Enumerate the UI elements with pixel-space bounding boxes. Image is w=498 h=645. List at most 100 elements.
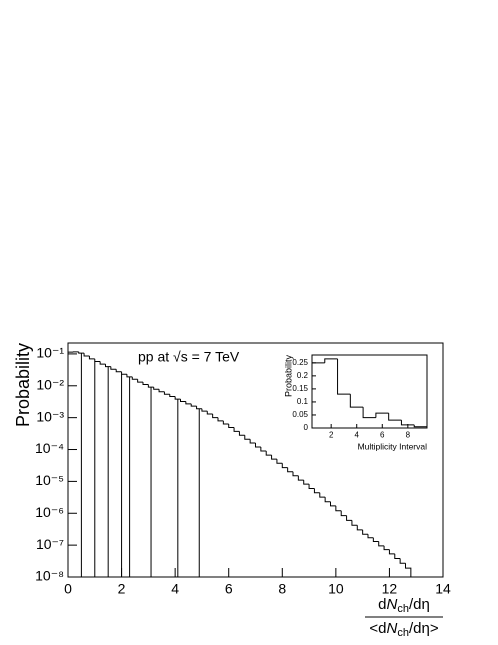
inset-frame [311,354,428,429]
histogram-bin [126,374,133,378]
y-tick-label: 0.1 [297,397,309,406]
histogram-bin [319,492,326,498]
x-tick-label: 8 [406,430,411,439]
histogram-bin [180,399,186,403]
histogram-bin [147,384,154,388]
histogram-bin [292,471,299,477]
y-tick-label: 10⁻⁶ [35,504,64,520]
histogram-bin [362,529,368,535]
histogram-bin [349,394,364,408]
histogram-bin [324,497,331,503]
y-tick-label: 0 [304,423,309,432]
histogram-bin [115,369,122,373]
y-tick-label: 0.2 [297,371,309,380]
x-axis-label: Multiplicity Interval [358,441,428,451]
histogram-bin [110,366,117,370]
y-tick-label: 0.25 [292,358,308,367]
histogram-bin [131,376,138,380]
y-tick-label: 10⁻² [36,376,64,392]
histogram-bin [383,545,390,551]
histogram-bin [206,411,213,415]
histogram-bin [356,525,363,531]
x-tick-label: 2 [118,580,126,596]
histogram-bin [121,371,127,375]
histogram-bin [340,510,347,517]
histogram-bin [238,431,245,436]
x-tick-label: 6 [380,430,385,439]
histogram-bin [311,362,325,428]
histogram-bin [255,443,261,448]
x-tick-label: 10 [328,580,344,596]
y-tick-label: 10⁻⁷ [36,536,64,552]
annotation: pp at √s = 7 TeV [138,349,240,365]
histogram-bin [169,394,176,398]
histogram-bin [394,553,401,560]
histogram-bin [153,387,160,390]
histogram-bin [228,424,235,429]
histogram-bin [137,379,143,383]
histogram-bin [233,427,240,432]
y-axis-label: Probability [13,343,33,427]
x-tick-label: 2 [329,430,334,439]
histogram-bin [201,408,208,412]
histogram-bin [142,382,149,385]
x-tick-label: 6 [225,580,233,596]
y-tick-label: 10⁻⁴ [35,440,64,456]
histogram-bin [362,407,376,419]
histogram-bin [222,420,229,425]
histogram-bin [174,396,181,400]
histogram-bin [88,356,95,360]
histogram-bin [287,467,293,473]
histogram-bin [276,459,283,464]
histogram-bin [372,537,379,542]
histogram-bin [249,439,256,444]
y-tick-label: 10⁻³ [36,408,64,424]
label-part: <d [369,620,386,637]
histogram-bin [388,549,395,555]
label-part: N [387,596,398,613]
y-tick-label: 10⁻⁵ [35,472,64,488]
histogram-bin [271,455,277,460]
histogram-bin [399,558,406,564]
histogram-bin [185,401,192,405]
histogram-bin [367,534,374,539]
histogram-bin [378,541,385,547]
x-tick-label: 12 [382,580,398,596]
y-axis-label: Probability [283,355,293,398]
x-tick-label: 14 [435,580,451,596]
y-tick-label: 0.05 [292,410,308,419]
label-part: /dη [409,596,430,613]
histogram-bin [297,475,304,481]
x-tick-label: 8 [278,580,286,596]
histogram-bin [400,420,415,426]
histogram-bin [83,353,90,357]
histogram-bin [265,450,272,456]
histogram-bin [190,403,197,407]
histogram-bin [303,480,310,485]
y-tick-label: 10⁻¹ [36,345,64,361]
label-part: /dη> [409,620,439,637]
histogram-bin [335,505,342,512]
histogram-bin [67,351,74,577]
histogram-bin [260,446,267,452]
histogram-bin [346,515,352,521]
histogram-bin [163,391,170,395]
histogram-bin [105,364,111,368]
histogram-bin [308,484,315,489]
histogram-bin [78,351,85,354]
histogram-bin [337,358,351,395]
histogram-bin [388,413,402,421]
histogram-bin [313,488,320,494]
histogram-bin [351,520,358,526]
plot-frame [67,342,444,578]
y-tick-label: 0.15 [292,384,308,393]
histogram-bin [94,358,101,362]
histogram-bin [324,358,338,363]
histogram-bin [281,463,288,469]
histogram-bin [375,412,389,418]
label-part: ch [397,603,409,615]
x-tick-label: 0 [64,580,72,596]
histogram-bin [212,414,218,419]
